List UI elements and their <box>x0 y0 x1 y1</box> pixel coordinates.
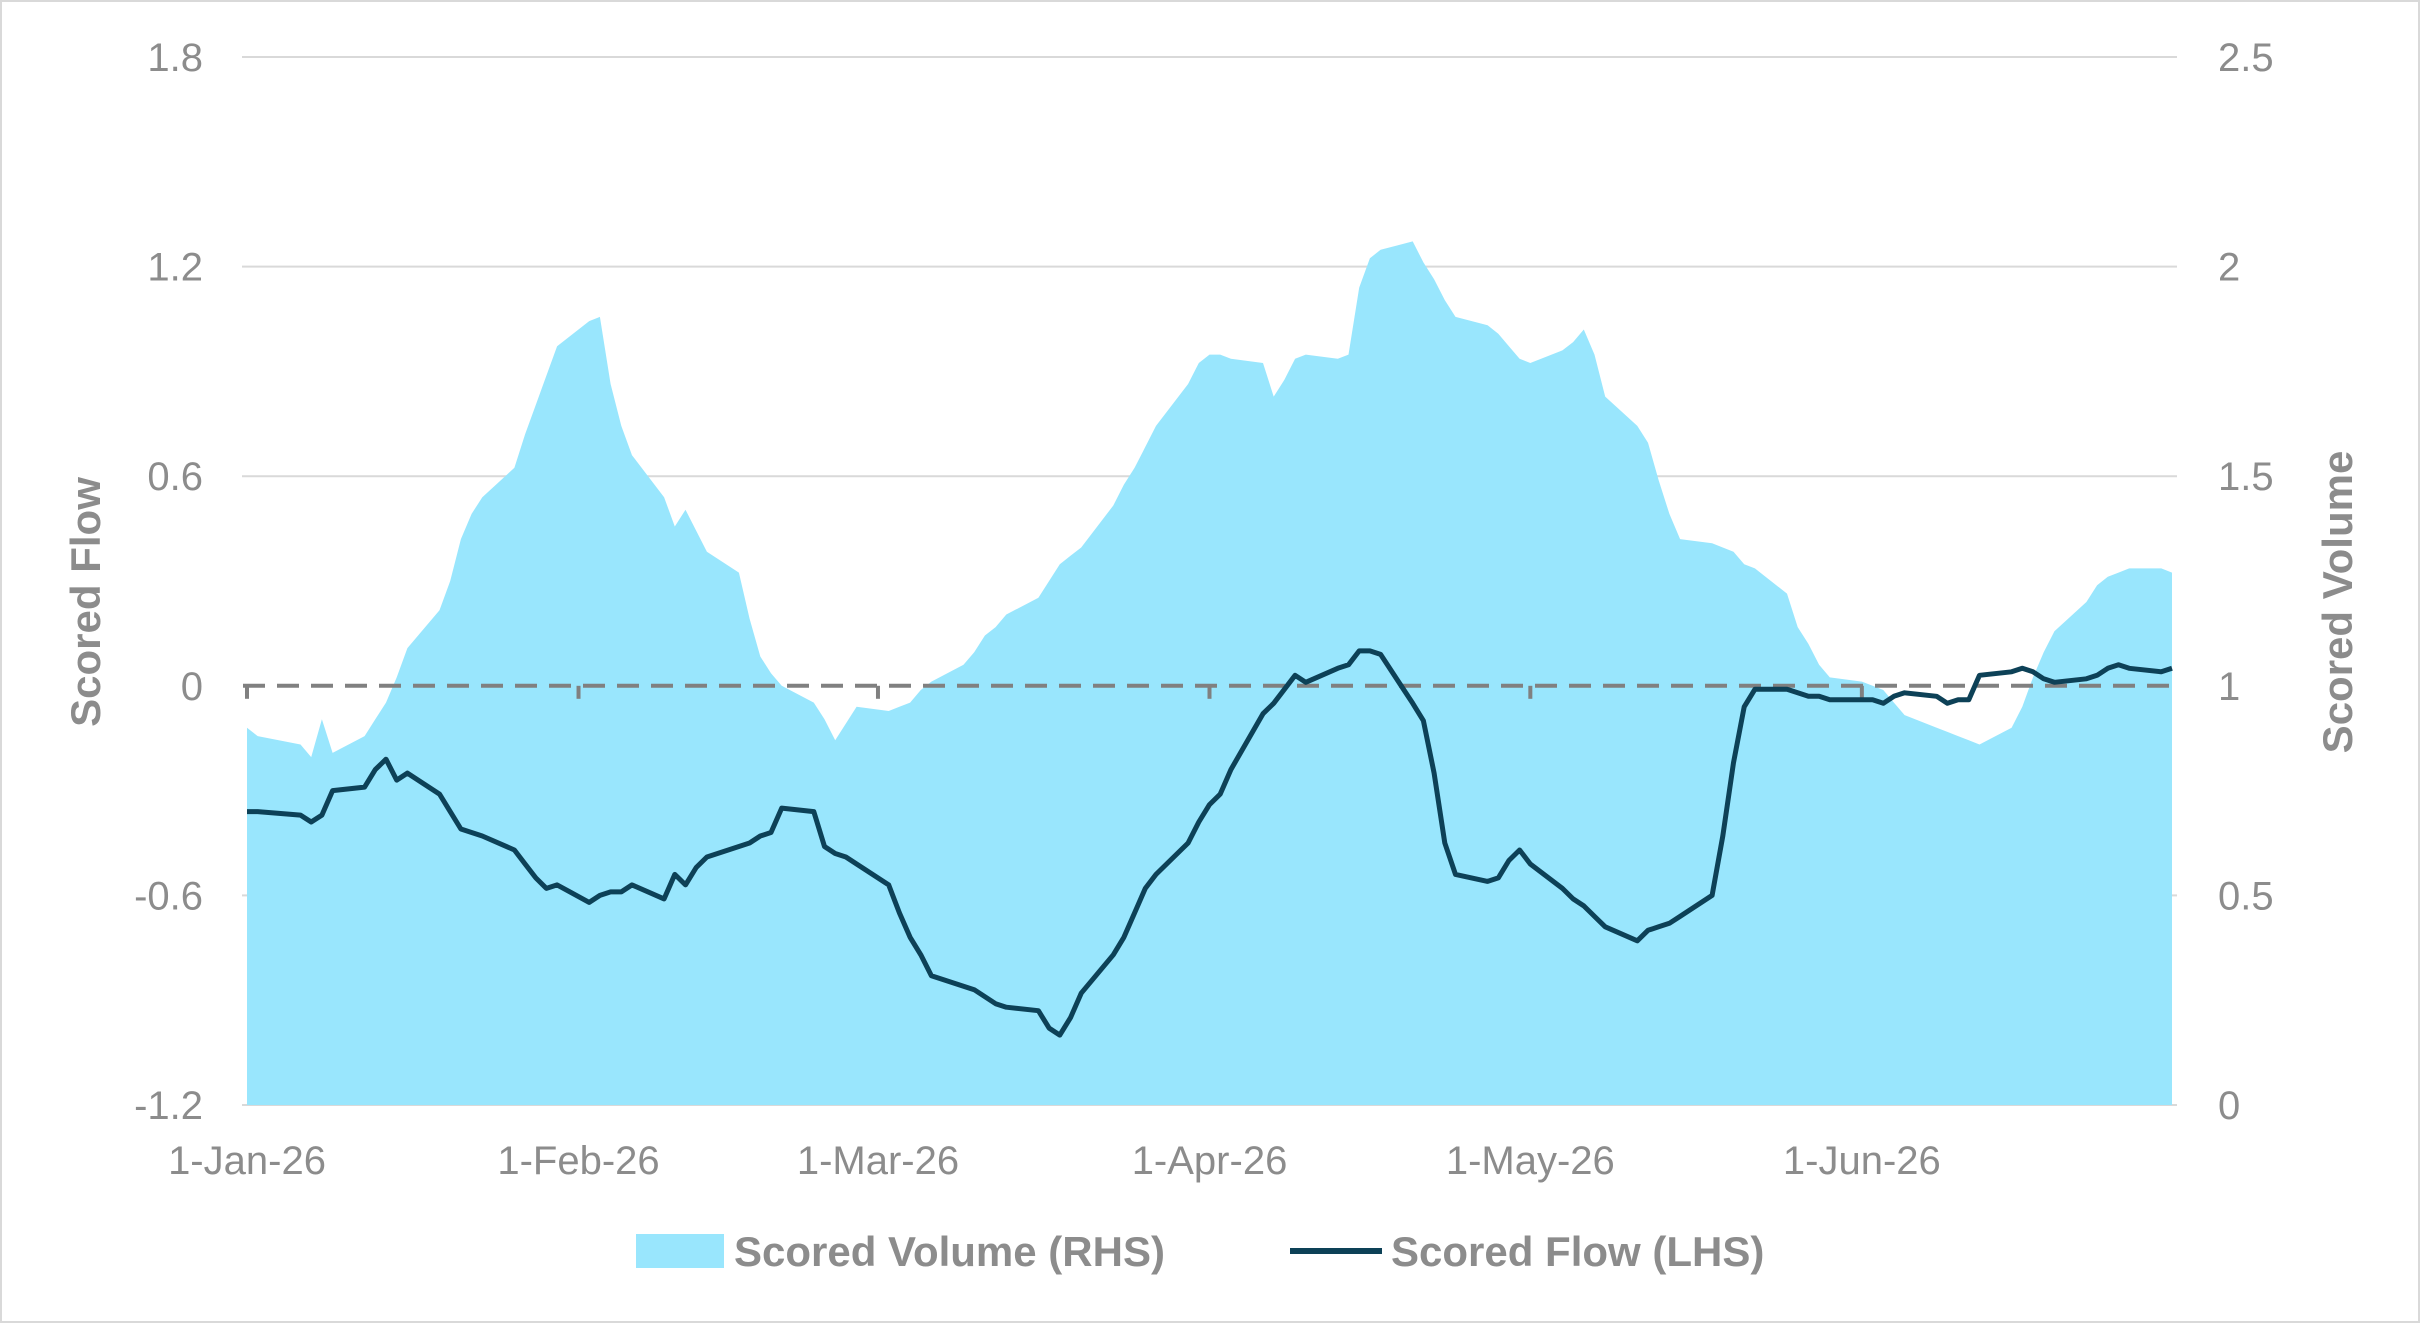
left-tick-label: -0.6 <box>134 874 203 918</box>
left-tick-label: 0.6 <box>147 455 203 499</box>
volume-area <box>247 241 2172 1105</box>
x-tick-label: 1-Feb-26 <box>497 1139 659 1183</box>
legend-label-volume: Scored Volume (RHS) <box>734 1228 1165 1275</box>
right-tick-label: 1 <box>2218 665 2240 709</box>
left-tick-label: 1.2 <box>147 246 203 290</box>
right-tick-label: 2.5 <box>2218 36 2274 80</box>
x-tick-label: 1-Mar-26 <box>797 1139 959 1183</box>
right-tick-label: 0 <box>2218 1084 2240 1128</box>
right-tick-label: 1.5 <box>2218 455 2274 499</box>
left-tick-label: -1.2 <box>134 1084 203 1128</box>
right-axis-title: Scored Volume <box>2314 451 2361 754</box>
axis-tick-labels: 1.8 1.2 0.6 0 -0.6 -1.2 2.5 2 1.5 1 0.5 0 1-Jan-26 1-… <box>134 36 2274 1183</box>
left-axis-title: Scored Flow <box>62 477 109 727</box>
x-tick-label: 1-Jan-26 <box>168 1139 326 1183</box>
legend-label-flow: Scored Flow (LHS) <box>1391 1228 1764 1275</box>
legend-swatch-volume <box>636 1234 724 1268</box>
legend: Scored Volume (RHS) Scored Flow (LHS) <box>636 1228 1764 1275</box>
flow-line <box>247 648 2173 1038</box>
flow-line-layer <box>247 648 2173 1038</box>
x-tick-label: 1-Apr-26 <box>1132 1139 1288 1183</box>
x-tick-label: 1-Jun-26 <box>1783 1139 1941 1183</box>
right-tick-label: 2 <box>2218 246 2240 290</box>
left-tick-label: 1.8 <box>147 36 203 80</box>
volume-area-layer <box>247 241 2172 1105</box>
right-tick-label: 0.5 <box>2218 874 2274 918</box>
zero-line-layer <box>243 683 2176 699</box>
x-tick-label: 1-May-26 <box>1446 1139 1615 1183</box>
left-tick-label: 0 <box>181 665 203 709</box>
